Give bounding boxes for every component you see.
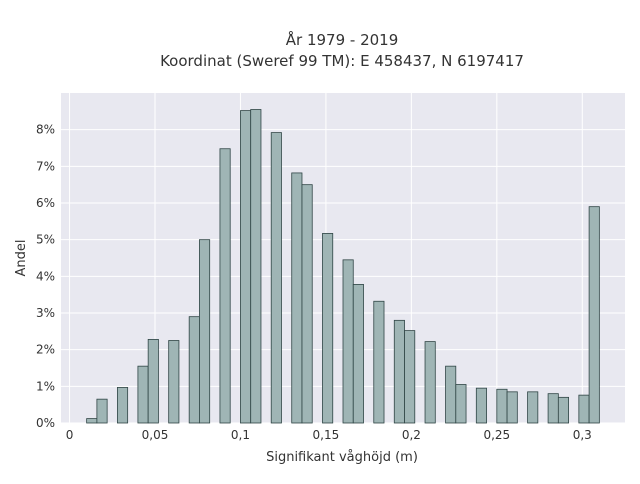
- histogram-bar-14: [322, 233, 334, 424]
- y-tick-label-7: 7%: [36, 159, 55, 173]
- histogram-bar-24: [496, 388, 508, 424]
- histogram-bar-4: [147, 338, 159, 424]
- x-tick-label-0: 0: [66, 428, 74, 442]
- x-tick-label-1: 0,05: [142, 428, 169, 442]
- histogram-bar-8: [219, 148, 231, 424]
- y-tick-label-1: 1%: [36, 379, 55, 393]
- x-axis-label: Signifikant våghöjd (m): [266, 450, 418, 465]
- histogram-bar-25: [506, 391, 518, 424]
- histogram-bar-26: [527, 391, 539, 424]
- y-tick-label-0: 0%: [36, 416, 55, 430]
- histogram-bar-5: [168, 340, 180, 424]
- histogram-bar-16: [352, 283, 364, 424]
- chart-title-line-2: Koordinat (Sweref 99 TM): E 458437, N 61…: [160, 52, 524, 70]
- histogram-bar-12: [291, 172, 303, 424]
- histogram-bar-0: [86, 418, 98, 424]
- y-tick-label-2: 2%: [36, 343, 55, 357]
- histogram-bar-20: [424, 341, 436, 424]
- x-tick-label-6: 0,3: [573, 428, 592, 442]
- bars: [86, 109, 600, 424]
- y-tick-label-6: 6%: [36, 196, 55, 210]
- y-tick-labels: 0% 1% 2% 3% 4% 5% 6% 7% 8%: [36, 123, 55, 430]
- x-tick-labels: 0 0,05 0,1 0,15 0,2 0,25 0,3: [66, 428, 592, 442]
- histogram-bar-13: [301, 184, 313, 424]
- histogram-bar-27: [547, 393, 559, 424]
- y-tick-label-8: 8%: [36, 123, 55, 137]
- y-tick-label-5: 5%: [36, 233, 55, 247]
- x-tick-label-4: 0,2: [402, 428, 421, 442]
- histogram-bar-30: [588, 206, 600, 424]
- chart-title-line-1: År 1979 - 2019: [286, 30, 399, 49]
- histogram-bar-7: [199, 239, 211, 424]
- x-tick-label-3: 0,15: [313, 428, 340, 442]
- histogram-bar-9: [240, 110, 252, 424]
- y-axis-label: Andel: [14, 240, 29, 277]
- histogram-bar-10: [250, 109, 262, 424]
- histogram-bar-11: [270, 132, 282, 424]
- histogram-bar-28: [557, 396, 570, 424]
- x-tick-label-5: 0,25: [483, 428, 510, 442]
- histogram-bar-22: [455, 384, 467, 424]
- histogram-bar-2: [117, 387, 129, 424]
- histogram-bar-18: [393, 319, 405, 424]
- histogram-bar-15: [342, 259, 354, 424]
- histogram-bar-21: [445, 365, 457, 424]
- histogram-bar-19: [404, 330, 416, 424]
- y-tick-label-3: 3%: [36, 306, 55, 320]
- histogram-bar-29: [578, 394, 590, 424]
- histogram-bar-6: [188, 316, 200, 424]
- histogram-bar-23: [475, 387, 487, 424]
- histogram-bar-17: [373, 300, 385, 424]
- x-tick-label-2: 0,1: [231, 428, 250, 442]
- y-tick-label-4: 4%: [36, 269, 55, 283]
- histogram-bar-3: [137, 365, 149, 424]
- histogram-bar-1: [96, 398, 108, 424]
